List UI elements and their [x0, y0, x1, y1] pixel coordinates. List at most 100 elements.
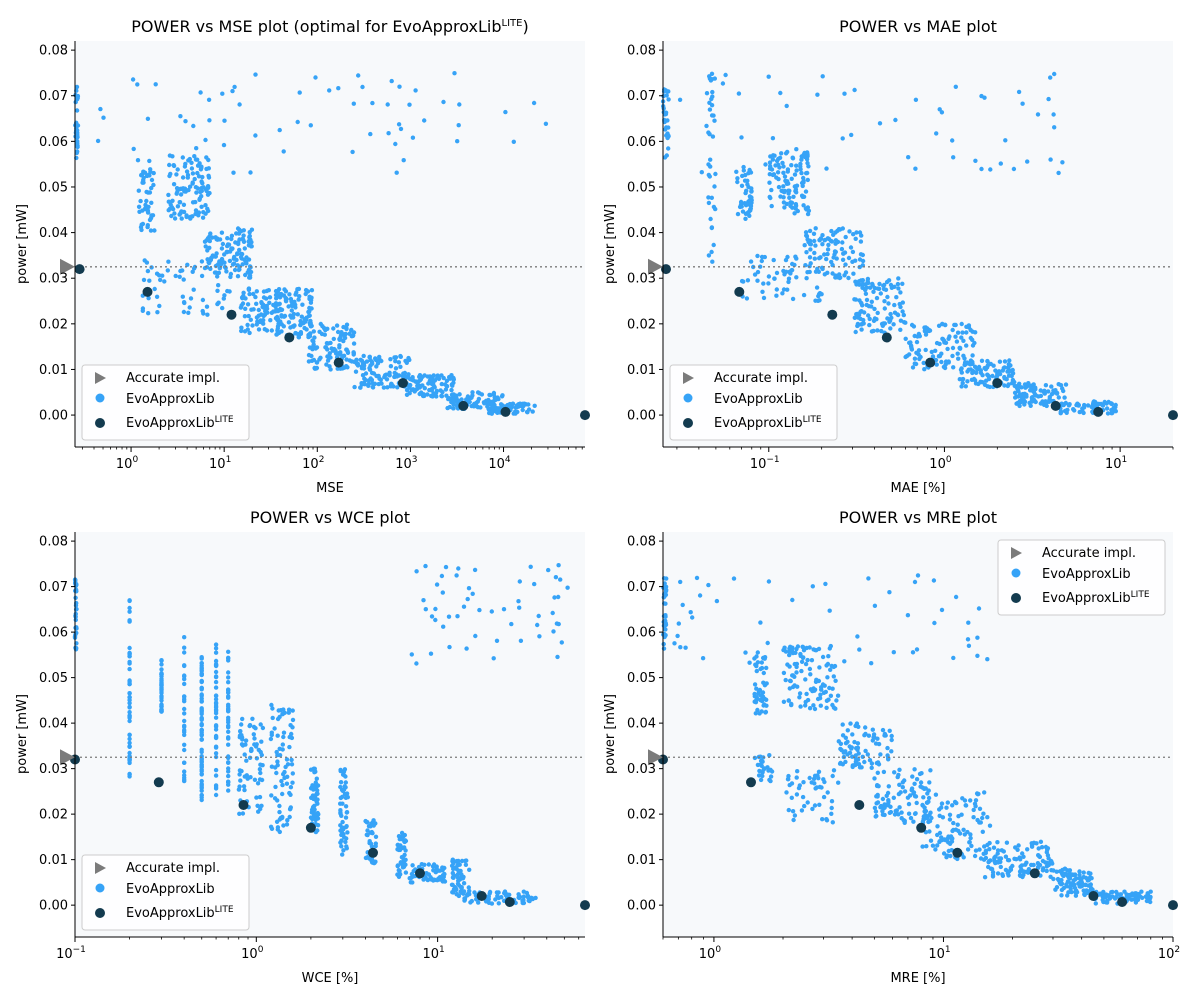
mae-evoapproxlib-point — [1002, 359, 1008, 364]
mae-evoapproxlib-point — [706, 195, 711, 200]
mse-evoapproxlib-point — [261, 318, 266, 323]
mre-evoapproxlib-point — [672, 641, 677, 646]
wce-evoapproxlib-point — [240, 743, 246, 748]
wce-evoapproxlib-point — [338, 810, 343, 815]
mae-evoapproxlib-point — [663, 110, 669, 115]
wce-evoapproxlib-point — [344, 824, 349, 829]
wce-evoapproxlib-point — [182, 718, 187, 724]
mae-evoapproxlib-point — [1038, 388, 1043, 393]
mae-evoapproxlib-point — [910, 365, 916, 370]
mre-evoapproxlib-point — [912, 811, 918, 816]
mse-evoapproxlib-point — [241, 293, 246, 299]
mre-evoapproxlib-point — [830, 773, 835, 779]
mse-plot-title: POWER vs MSE plot (optimal for EvoApprox… — [131, 17, 528, 36]
mse-evoapproxlib-point — [363, 377, 368, 383]
mae-evoapproxlib-point — [970, 343, 976, 348]
mae-evoapproxlib-point — [968, 335, 973, 341]
mae-evoapproxlib-point — [964, 360, 970, 365]
mae-evoapproxlib-point — [747, 213, 752, 218]
mse-evoapproxlib-point — [206, 260, 211, 265]
mae-evoapproxlib-point — [1025, 159, 1030, 164]
wce-evoapproxlib-point — [286, 710, 291, 715]
mre-evoapproxlib-point — [935, 843, 940, 848]
mse-evoapproxlib-point — [470, 393, 475, 398]
wce-evoapproxlib-point — [281, 823, 286, 828]
mae-evoapproxlib-point — [1060, 160, 1065, 165]
wce-evoapproxlib-point — [426, 862, 431, 867]
mse-evoapproxlib-point — [169, 213, 174, 219]
mae-evoapproxlib-point — [881, 286, 887, 292]
mre-evoapproxlib-point — [910, 774, 915, 779]
mae-evoapproxlib-point — [775, 170, 781, 175]
mre-evoapproxlib-point — [797, 695, 802, 700]
mre-y-tick-label: 0.08 — [627, 535, 656, 550]
mre-evoapproxlib-point — [1000, 873, 1006, 878]
mre-evoapproxlib-point — [897, 782, 902, 787]
mae-evoapproxlib-point — [743, 211, 749, 216]
mae-evoapproxlib-point — [828, 238, 834, 244]
mre-evoapproxlib-point — [754, 696, 760, 702]
mre-evoapproxlib-point — [1019, 863, 1025, 868]
mae-evoapproxlib-point — [745, 182, 750, 187]
mre-evoapproxlib-point — [829, 799, 835, 804]
mse-evoapproxlib-point — [178, 114, 183, 119]
mse-evoapproxlib-point — [177, 200, 182, 205]
mae-evoapproxlib-point — [1080, 406, 1085, 411]
mse-evoapproxlib-point — [175, 204, 181, 209]
wce-evoapproxlib-point — [274, 749, 279, 755]
wce-evoapproxlib-point — [237, 811, 242, 816]
legend-accurate-label: Accurate impl. — [126, 371, 220, 386]
mre-evoapproxlib-point — [897, 805, 902, 810]
mse-evoapproxlib-point — [366, 381, 372, 386]
mre-evoapproxlib-point — [897, 767, 902, 772]
mre-evoapproxlib-point — [957, 831, 963, 836]
mse-evoapproxlib-point — [324, 341, 330, 346]
wce-evoapproxlib-point — [250, 716, 255, 721]
mre-evoapproxlib-point — [891, 795, 896, 800]
mre-evoapproxlib-point — [1021, 854, 1026, 859]
mae-evoapproxlib-point — [1048, 75, 1053, 80]
mse-evoapproxlib-point — [180, 268, 185, 273]
mae-evoapproxlib-point — [709, 103, 715, 108]
mae-evoapproxlib-point — [914, 339, 920, 345]
mae-evoapproxlib-point — [929, 349, 934, 355]
mre-evoapproxlib-point — [1031, 862, 1036, 868]
mae-evoapproxlib-point — [934, 131, 939, 136]
mae-evoapproxlib-point — [923, 332, 929, 337]
mae-evoapproxlib-point — [743, 190, 748, 196]
wce-evoapproxlib-point — [501, 607, 507, 612]
mse-evoapproxlib-point — [308, 324, 314, 329]
mse-evoapproxlib-point — [403, 358, 408, 364]
mre-evoapproxlib-point — [841, 750, 846, 755]
mre-evoapproxlib-point — [825, 790, 830, 795]
mse-evoapproxlib-point — [291, 324, 296, 329]
wce-y-tick-label: 0.06 — [39, 626, 68, 641]
wce-evoapproxlib-point — [284, 757, 290, 762]
mre-evoapproxlib-point — [1044, 864, 1050, 869]
legend-evoapproxlib-label: EvoApproxLib — [1042, 567, 1131, 582]
mse-x-tick-label: 104 — [488, 455, 511, 472]
mre-evoapproxlib-point — [706, 582, 711, 588]
wce-evoapproxlib-point — [456, 566, 461, 571]
wce-evoapproxlib-point — [182, 694, 187, 699]
mse-evoapproxlib-point — [355, 361, 360, 366]
mre-evoapproxlib-point — [852, 739, 857, 745]
mse-evoapproxlib-point — [149, 185, 154, 191]
mre-evoapproxlib-point — [1068, 872, 1073, 877]
mse-evoapproxlib-lite-series — [74, 264, 590, 421]
mre-evoapproxlib-point — [917, 771, 923, 777]
wce-y-tick-label: 0.00 — [39, 899, 68, 914]
mre-evoapproxlib-point — [955, 822, 960, 827]
mre-evoapproxlib-point — [799, 659, 805, 664]
mse-evoapproxlib-point — [238, 251, 244, 256]
mse-evoapproxlib-point — [75, 123, 81, 128]
mse-evoapproxlib-point — [407, 102, 412, 107]
mae-evoapproxlib-point — [859, 309, 864, 314]
mre-evoapproxlib-point — [805, 657, 810, 663]
mse-evoapproxlib-point — [389, 78, 394, 84]
mae-evoapproxlib-point — [812, 256, 817, 261]
wce-evoapproxlib-lite-point — [305, 822, 316, 833]
mse-evoapproxlib-point — [425, 392, 430, 397]
mae-evoapproxlib-point — [917, 334, 922, 339]
mse-evoapproxlib-point — [171, 163, 177, 169]
